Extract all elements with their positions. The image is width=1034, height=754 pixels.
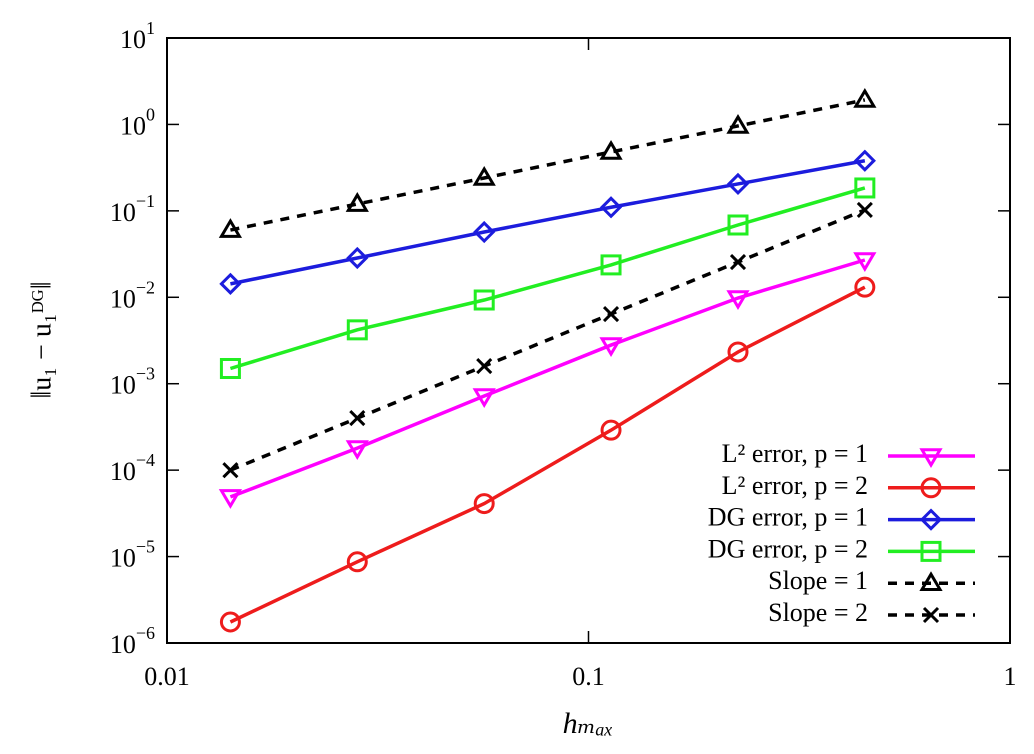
- legend-marker: [922, 606, 940, 624]
- point: [349, 410, 366, 427]
- y-tick-label: 10−6: [110, 623, 155, 659]
- point: [599, 337, 623, 358]
- point: [472, 166, 496, 186]
- series-line: [230, 159, 866, 286]
- legend-label: DG error, p = 2: [708, 534, 868, 563]
- y-tick-label: 10−1: [110, 191, 155, 227]
- x-tick-label: 1: [1004, 662, 1017, 691]
- series-line: [229, 258, 866, 499]
- y-tick-label: 10−4: [110, 450, 155, 486]
- point: [219, 357, 241, 379]
- y-tick-label: 10−2: [110, 277, 155, 313]
- legend-marker: [920, 477, 942, 499]
- y-tick-label: 100: [120, 105, 155, 141]
- point: [345, 440, 369, 461]
- point: [346, 246, 369, 270]
- plot-frame: [166, 37, 1011, 644]
- series-line: [229, 208, 866, 472]
- point: [726, 290, 750, 311]
- point: [219, 611, 241, 633]
- legend-marker: [919, 571, 943, 591]
- point: [473, 220, 496, 244]
- point: [346, 319, 368, 341]
- point: [218, 218, 243, 238]
- point: [346, 551, 368, 573]
- x-tick-label: 0.1: [572, 662, 605, 691]
- point: [726, 114, 750, 134]
- point: [473, 493, 495, 515]
- point: [218, 489, 243, 509]
- point: [222, 462, 239, 479]
- point: [599, 196, 623, 219]
- point: [727, 214, 749, 236]
- point: [600, 254, 622, 276]
- series-line: [229, 186, 866, 371]
- point: [854, 177, 876, 199]
- point: [476, 358, 493, 375]
- legend-marker: [920, 540, 942, 562]
- point: [853, 87, 877, 108]
- y-tick-label: 10−3: [110, 364, 155, 400]
- y-axis-label: ‖u₁ − u₁ᴰᴳ‖: [26, 281, 57, 398]
- legend-label: L² error, p = 2: [722, 471, 868, 500]
- series-line: [230, 98, 866, 232]
- point: [602, 305, 620, 323]
- point: [856, 201, 873, 219]
- x-axis-label: hₘₐₓ: [563, 707, 614, 740]
- point: [345, 192, 369, 212]
- point: [599, 140, 623, 160]
- series-line: [229, 285, 866, 624]
- legend-marker: [919, 508, 943, 531]
- point: [727, 341, 749, 363]
- point: [853, 252, 877, 272]
- point: [854, 276, 876, 298]
- point: [726, 172, 750, 196]
- x-tick-label: 0.01: [144, 662, 190, 691]
- legend-label: L² error, p = 1: [722, 439, 868, 468]
- point: [472, 388, 496, 409]
- point: [853, 149, 876, 172]
- legend-marker: [919, 448, 943, 468]
- y-tick-label: 101: [120, 18, 155, 54]
- point: [600, 419, 622, 441]
- point: [473, 289, 495, 311]
- legend-label: Slope = 2: [768, 598, 868, 627]
- y-tick-label: 10−5: [110, 537, 155, 573]
- legend-label: DG error, p = 1: [708, 503, 868, 532]
- point: [219, 272, 242, 295]
- point: [729, 253, 747, 271]
- legend-label: Slope = 1: [768, 566, 868, 595]
